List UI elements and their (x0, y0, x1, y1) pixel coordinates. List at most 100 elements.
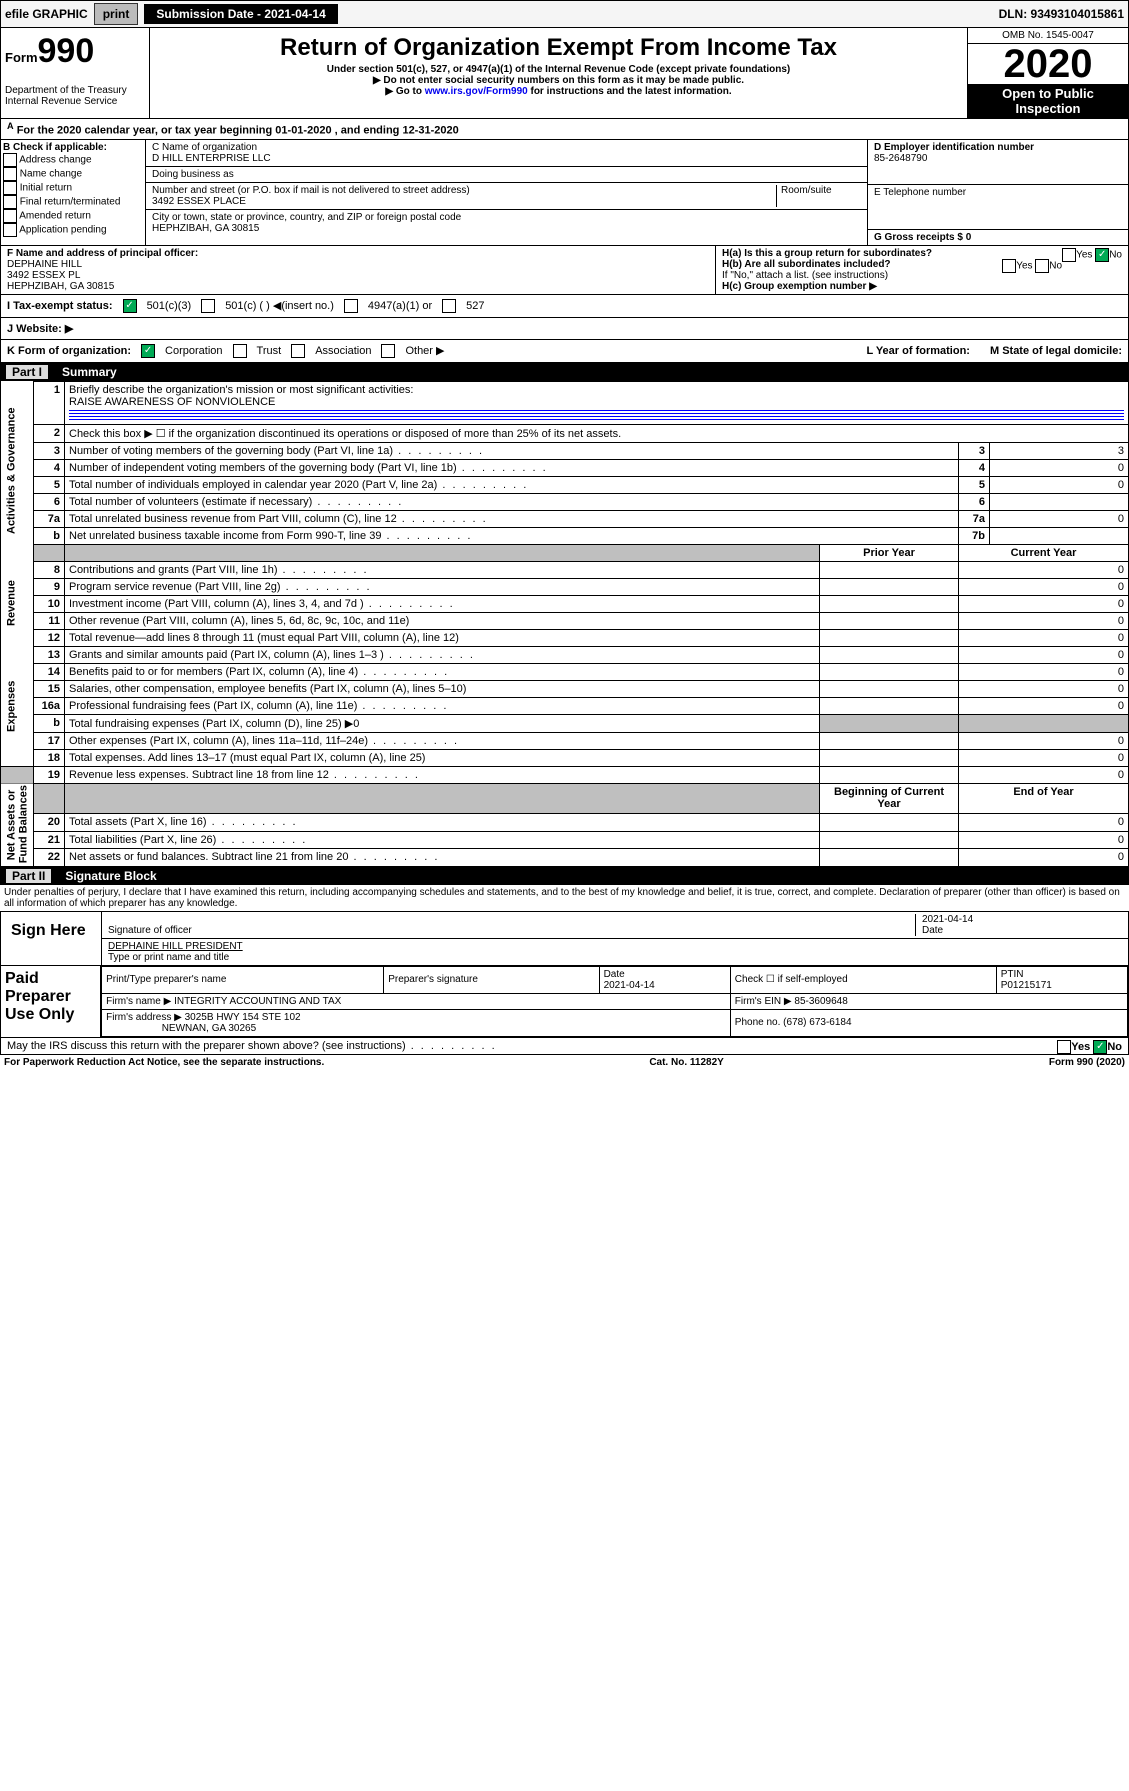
prep-selfemp[interactable]: Check ☐ if self-employed (730, 966, 996, 993)
l19: Revenue less expenses. Subtract line 18 … (65, 766, 820, 783)
chk-initial[interactable]: Initial return (20, 182, 72, 193)
v7b (990, 527, 1129, 544)
hdr-end: End of Year (959, 783, 1129, 813)
cat-no: Cat. No. 11282Y (649, 1057, 723, 1068)
block-fh: F Name and address of principal officer:… (0, 246, 1129, 295)
part1-tag: Part I (6, 365, 48, 379)
gross-receipts: G Gross receipts $ 0 (874, 232, 971, 243)
officer-name: DEPHAINE HILL (7, 259, 82, 270)
v7a: 0 (990, 510, 1129, 527)
subtitle-1: Under section 501(c), 527, or 4947(a)(1)… (154, 64, 963, 75)
submission-date: Submission Date - 2021-04-14 (144, 4, 337, 24)
l7b: Net unrelated business taxable income fr… (65, 527, 959, 544)
l18: Total expenses. Add lines 13–17 (must eq… (65, 749, 820, 766)
firm-addr-label: Firm's address ▶ (106, 1012, 182, 1023)
row-a-text: For the 2020 calendar year, or tax year … (17, 125, 459, 137)
officer-city: HEPHZIBAH, GA 30815 (7, 281, 114, 292)
l12: Total revenue—add lines 8 through 11 (mu… (65, 629, 820, 646)
k-other[interactable]: Other ▶ (405, 344, 444, 357)
ha-yes[interactable]: Yes (1076, 249, 1092, 260)
subtitle-2: ▶ Do not enter social security numbers o… (154, 75, 963, 86)
part2-header: Part IISignature Block (0, 867, 1129, 885)
grp-nab: Net Assets or Fund Balances (1, 783, 34, 866)
v5: 0 (990, 476, 1129, 493)
chk-pending[interactable]: Application pending (19, 224, 106, 235)
prep-title: Paid Preparer Use Only (1, 966, 101, 1037)
hdr-begin: Beginning of Current Year (820, 783, 959, 813)
top-bar: efile GRAPHIC print Submission Date - 20… (0, 0, 1129, 28)
k-corp[interactable]: Corporation (165, 345, 222, 357)
l6: Total number of volunteers (estimate if … (65, 493, 959, 510)
l1: Briefly describe the organization's miss… (69, 384, 413, 396)
form-header: Form990 Department of the Treasury Inter… (0, 28, 1129, 119)
grp-exp: Expenses (1, 646, 34, 766)
l16b: Total fundraising expenses (Part IX, col… (65, 714, 820, 732)
firm-phone: (678) 673-6184 (783, 1017, 851, 1028)
k-trust[interactable]: Trust (257, 345, 282, 357)
prep-date-label: Date (604, 969, 625, 980)
discuss-yes[interactable]: Yes (1071, 1041, 1090, 1053)
chk-amended[interactable]: Amended return (19, 210, 91, 221)
street-address: 3492 ESSEX PLACE (152, 196, 246, 207)
v12: 0 (959, 629, 1129, 646)
i-527[interactable]: 527 (466, 300, 484, 312)
chk-name[interactable]: Name change (20, 168, 82, 179)
org-name: D HILL ENTERPRISE LLC (152, 153, 271, 164)
c-name-label: C Name of organization (152, 142, 257, 153)
i-4947[interactable]: 4947(a)(1) or (368, 300, 432, 312)
l7a: Total unrelated business revenue from Pa… (65, 510, 959, 527)
city-value: HEPHZIBAH, GA 30815 (152, 223, 259, 234)
addr-label: Number and street (or P.O. box if mail i… (152, 185, 470, 196)
hb-label: H(b) Are all subordinates included? (722, 259, 891, 270)
l11: Other revenue (Part VIII, column (A), li… (65, 612, 820, 629)
k-label: K Form of organization: (7, 345, 131, 357)
ha-no[interactable]: No (1109, 249, 1122, 260)
hc-label: H(c) Group exemption number ▶ (722, 281, 877, 292)
firm-phone-label: Phone no. (735, 1017, 781, 1028)
v16a: 0 (959, 697, 1129, 714)
tax-year: 2020 (968, 44, 1128, 84)
hb-no[interactable]: No (1049, 260, 1062, 271)
l10: Investment income (Part VIII, column (A)… (65, 595, 820, 612)
block-bcdeg: B Check if applicable: Address change Na… (0, 140, 1129, 246)
efile-label: efile GRAPHIC (5, 7, 88, 21)
v3: 3 (990, 442, 1129, 459)
l9: Program service revenue (Part VIII, line… (65, 578, 820, 595)
l8: Contributions and grants (Part VIII, lin… (65, 561, 820, 578)
chk-final[interactable]: Final return/terminated (20, 196, 121, 207)
sign-here: Sign Here (1, 912, 102, 965)
l17: Other expenses (Part IX, column (A), lin… (65, 732, 820, 749)
prep-sig-label: Preparer's signature (384, 966, 599, 993)
firm-ein: 85-3609648 (794, 996, 847, 1007)
line-j: J Website: ▶ (0, 318, 1129, 340)
sign-date: 2021-04-14 (922, 914, 973, 925)
ein-label: D Employer identification number (874, 142, 1034, 153)
print-button[interactable]: print (94, 3, 139, 25)
i-501c3[interactable]: 501(c)(3) (147, 300, 192, 312)
chk-address[interactable]: Address change (19, 154, 91, 165)
l-label: L Year of formation: (866, 345, 970, 357)
city-label: City or town, state or province, country… (152, 212, 461, 223)
k-assoc[interactable]: Association (315, 345, 371, 357)
irs-link[interactable]: www.irs.gov/Form990 (425, 86, 528, 97)
hdr-current: Current Year (959, 544, 1129, 561)
l14: Benefits paid to or for members (Part IX… (65, 663, 820, 680)
l1-value: RAISE AWARENESS OF NONVIOLENCE (69, 396, 275, 408)
dln-label: DLN: 93493104015861 (999, 7, 1124, 21)
v19: 0 (959, 766, 1129, 783)
l22: Net assets or fund balances. Subtract li… (65, 849, 820, 867)
l16a: Professional fundraising fees (Part IX, … (65, 697, 820, 714)
dept-label: Department of the Treasury Internal Reve… (5, 85, 145, 107)
v6 (990, 493, 1129, 510)
discuss-no[interactable]: No (1107, 1041, 1122, 1053)
i-label: I Tax-exempt status: (7, 300, 113, 312)
hb-yes[interactable]: Yes (1016, 260, 1032, 271)
firm-name: INTEGRITY ACCOUNTING AND TAX (174, 996, 341, 1007)
i-501c[interactable]: 501(c) ( ) ◀(insert no.) (225, 299, 334, 312)
line-i: I Tax-exempt status: ✓501(c)(3) 501(c) (… (0, 295, 1129, 318)
summary-table: Activities & Governance 1Briefly describ… (0, 381, 1129, 867)
l2: Check this box ▶ ☐ if the organization d… (65, 424, 1129, 442)
firm-addr2: NEWNAN, GA 30265 (162, 1023, 256, 1034)
v4: 0 (990, 459, 1129, 476)
f-label: F Name and address of principal officer: (7, 248, 198, 259)
